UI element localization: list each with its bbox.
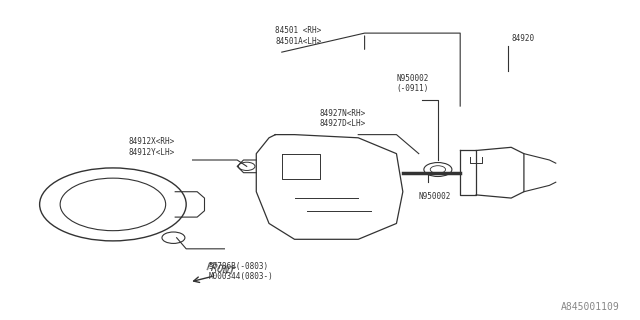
Text: N950002
(-0911): N950002 (-0911): [396, 74, 429, 93]
Text: N950002: N950002: [419, 192, 451, 201]
Text: 84501 <RH>
84501A<LH>: 84501 <RH> 84501A<LH>: [275, 27, 322, 46]
Text: 84920: 84920: [511, 34, 534, 43]
Text: 84927N<RH>
84927D<LH>: 84927N<RH> 84927D<LH>: [320, 109, 366, 128]
Text: FRONT: FRONT: [205, 262, 236, 277]
Text: 84912X<RH>
84912Y<LH>: 84912X<RH> 84912Y<LH>: [129, 137, 175, 157]
Text: A845001109: A845001109: [561, 302, 620, 312]
Text: 57786B(-0803)
M000344(0803-): 57786B(-0803) M000344(0803-): [209, 261, 273, 281]
